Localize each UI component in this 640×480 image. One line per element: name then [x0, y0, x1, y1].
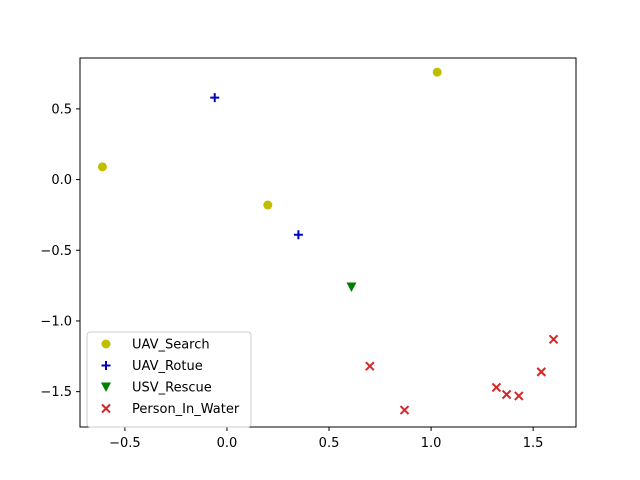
usv-rescue-point	[346, 282, 357, 293]
y-tick-label: −1.5	[40, 385, 72, 400]
person-in-water-point	[399, 405, 410, 415]
legend-entry-label: USV_Rescue	[132, 381, 212, 396]
legend-marker	[101, 339, 111, 349]
axes-frame	[79, 57, 577, 428]
person-in-water-point	[548, 334, 559, 345]
person-in-water-point	[491, 382, 502, 393]
uav-rotue-point	[210, 93, 220, 103]
x-tick-label: −0.5	[109, 436, 141, 451]
legend-box	[86, 331, 252, 428]
legend-marker	[101, 403, 111, 414]
person-in-water-point	[365, 361, 375, 371]
legend-entry-label: UAV_Search	[132, 338, 210, 353]
legend-entry-label: Person_In_Water	[132, 402, 240, 417]
uav-search-point	[432, 67, 442, 77]
y-tick-label: −0.5	[40, 244, 72, 259]
uav-search-point	[263, 200, 273, 210]
y-tick-label: −1.0	[40, 314, 72, 329]
x-tick-label: 0.5	[319, 436, 340, 451]
x-tick-label: 1.0	[421, 436, 442, 451]
y-tick-label: 0.0	[51, 173, 72, 188]
x-tick-label: 0.0	[217, 436, 238, 451]
legend: UAV_Search UAV_Rotue USV_Rescue Person_In_W…	[86, 331, 252, 428]
person-in-water-point	[501, 389, 512, 400]
legend-entry-label: UAV_Rotue	[132, 359, 203, 374]
axis-ticks: −0.5 0.0 0.5 1.0 1.5 0.5 0.0 −0.5 −1.0 −1.5	[40, 102, 543, 451]
plot-area	[79, 57, 577, 428]
uav-search-point	[97, 162, 107, 172]
x-tick-label: 1.5	[523, 436, 544, 451]
person-in-water-point	[536, 367, 547, 377]
legend-marker	[101, 382, 111, 392]
uav-rotue-point	[293, 230, 303, 240]
person-in-water-point	[514, 391, 524, 401]
y-tick-label: 0.5	[51, 102, 72, 117]
legend-marker	[101, 361, 111, 370]
